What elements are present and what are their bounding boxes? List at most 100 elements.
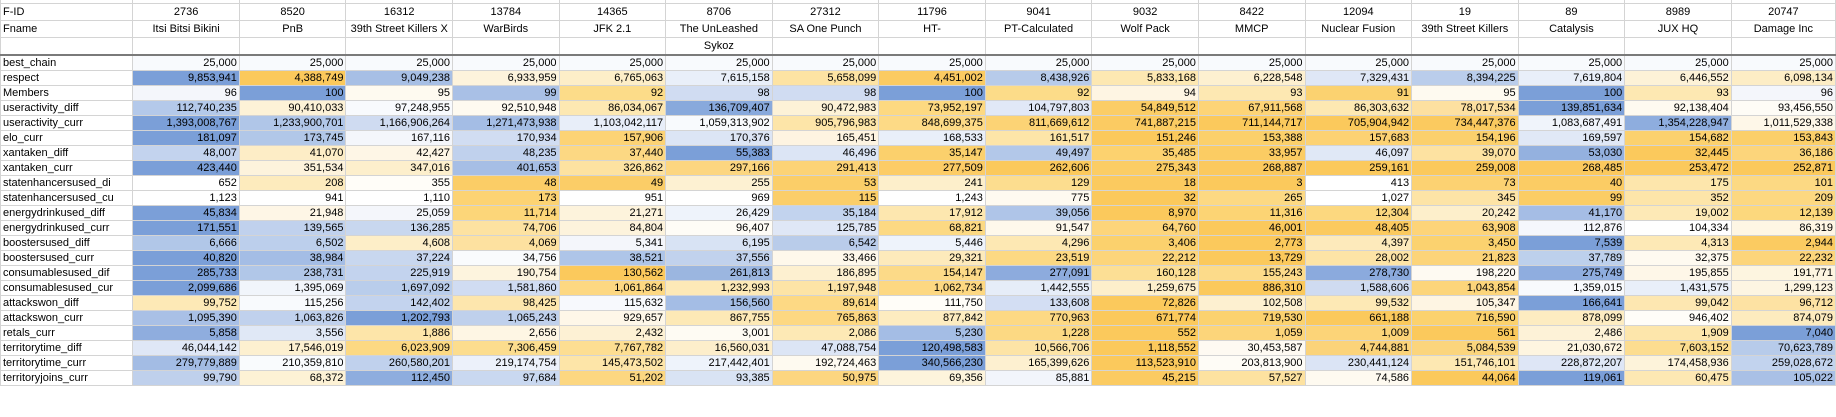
value-cell[interactable]: 5,658,099 bbox=[771, 70, 880, 86]
value-cell[interactable]: 561 bbox=[1411, 325, 1519, 341]
value-cell[interactable]: 25,000 bbox=[1411, 54, 1519, 71]
value-cell[interactable]: 241 bbox=[878, 175, 986, 191]
value-cell[interactable]: 37,789 bbox=[1517, 250, 1626, 266]
value-cell[interactable]: 4,313 bbox=[1624, 235, 1732, 251]
row-label-cell[interactable]: energydrinkused_diff bbox=[0, 205, 134, 221]
column-name-cell[interactable]: JFK 2.1 bbox=[558, 20, 667, 38]
value-cell[interactable]: 347,016 bbox=[345, 160, 453, 176]
row-label-cell[interactable]: retals_curr bbox=[0, 325, 134, 341]
column-name-cell[interactable]: JUX HQ bbox=[1624, 20, 1732, 38]
value-cell[interactable]: 57,527 bbox=[1197, 370, 1306, 386]
value-cell[interactable]: 37,556 bbox=[665, 250, 773, 266]
value-cell[interactable]: 30,453,587 bbox=[1197, 340, 1306, 356]
value-cell[interactable]: 7,329,431 bbox=[1304, 70, 1413, 86]
value-cell[interactable]: 951 bbox=[558, 190, 667, 206]
value-cell[interactable]: 946,402 bbox=[1624, 310, 1732, 326]
value-cell[interactable]: 63,908 bbox=[1411, 220, 1519, 236]
value-cell[interactable]: 167,116 bbox=[345, 130, 453, 146]
value-cell[interactable]: 7,619,804 bbox=[1517, 70, 1626, 86]
value-cell[interactable]: 46,044,142 bbox=[132, 340, 240, 356]
value-cell[interactable]: 95 bbox=[1411, 85, 1519, 101]
value-cell[interactable]: 277,091 bbox=[984, 265, 1093, 281]
value-cell[interactable]: 96 bbox=[132, 85, 240, 101]
value-cell[interactable]: 1,027 bbox=[1304, 190, 1413, 206]
value-cell[interactable]: 136,709,407 bbox=[665, 100, 773, 116]
value-cell[interactable]: 34,756 bbox=[452, 250, 560, 266]
value-cell[interactable]: 142,402 bbox=[345, 295, 453, 311]
value-cell[interactable]: 2,099,686 bbox=[132, 280, 240, 296]
value-cell[interactable]: 9,853,941 bbox=[132, 70, 240, 86]
column-name-continuation-cell[interactable] bbox=[1517, 37, 1626, 56]
value-cell[interactable]: 32,445 bbox=[1624, 145, 1732, 161]
value-cell[interactable]: 192,724,463 bbox=[771, 355, 880, 371]
value-cell[interactable]: 161,517 bbox=[984, 130, 1093, 146]
column-id-cell[interactable]: 14365 bbox=[558, 3, 667, 21]
value-cell[interactable]: 4,296 bbox=[984, 235, 1093, 251]
value-cell[interactable]: 25,000 bbox=[1517, 54, 1626, 71]
column-name-continuation-cell[interactable] bbox=[878, 37, 986, 56]
value-cell[interactable]: 98 bbox=[665, 85, 773, 101]
row-label-cell[interactable]: useractivity_diff bbox=[0, 100, 134, 116]
value-cell[interactable]: 1,065,243 bbox=[452, 310, 560, 326]
value-cell[interactable]: 49,497 bbox=[984, 145, 1093, 161]
row-label-cell[interactable]: useractivity_curr bbox=[0, 115, 134, 131]
value-cell[interactable]: 112,450 bbox=[345, 370, 453, 386]
column-name-continuation-cell[interactable] bbox=[771, 37, 880, 56]
value-cell[interactable]: 25,000 bbox=[1304, 54, 1413, 71]
value-cell[interactable]: 151,746,101 bbox=[1411, 355, 1519, 371]
value-cell[interactable]: 1,118,552 bbox=[1091, 340, 1199, 356]
value-cell[interactable]: 8,394,225 bbox=[1411, 70, 1519, 86]
value-cell[interactable]: 166,641 bbox=[1517, 295, 1626, 311]
value-cell[interactable]: 2,486 bbox=[1517, 325, 1626, 341]
value-cell[interactable]: 1,431,575 bbox=[1624, 280, 1732, 296]
value-cell[interactable]: 6,933,959 bbox=[452, 70, 560, 86]
value-cell[interactable]: 151,246 bbox=[1091, 130, 1199, 146]
value-cell[interactable]: 22,212 bbox=[1091, 250, 1199, 266]
value-cell[interactable]: 50,975 bbox=[771, 370, 880, 386]
value-cell[interactable]: 113,523,910 bbox=[1091, 355, 1199, 371]
value-cell[interactable]: 100 bbox=[1517, 85, 1626, 101]
value-cell[interactable]: 3,001 bbox=[665, 325, 773, 341]
value-cell[interactable]: 2,944 bbox=[1730, 235, 1836, 251]
value-cell[interactable]: 94 bbox=[1091, 85, 1199, 101]
value-cell[interactable]: 84,804 bbox=[558, 220, 667, 236]
value-cell[interactable]: 905,796,983 bbox=[771, 115, 880, 131]
value-cell[interactable]: 7,040 bbox=[1730, 325, 1836, 341]
value-cell[interactable]: 91,547 bbox=[984, 220, 1093, 236]
value-cell[interactable]: 291,413 bbox=[771, 160, 880, 176]
value-cell[interactable]: 125,785 bbox=[771, 220, 880, 236]
value-cell[interactable]: 1,299,123 bbox=[1730, 280, 1836, 296]
value-cell[interactable]: 157,683 bbox=[1304, 130, 1413, 146]
value-cell[interactable]: 153,388 bbox=[1197, 130, 1306, 146]
value-cell[interactable]: 1,059 bbox=[1197, 325, 1306, 341]
value-cell[interactable]: 85,881 bbox=[984, 370, 1093, 386]
value-cell[interactable]: 275,749 bbox=[1517, 265, 1626, 281]
value-cell[interactable]: 1,110 bbox=[345, 190, 453, 206]
row-label-cell[interactable]: statenhancersused_cu bbox=[0, 190, 134, 206]
value-cell[interactable]: 279,779,889 bbox=[132, 355, 240, 371]
value-cell[interactable]: 209 bbox=[1730, 190, 1836, 206]
value-cell[interactable]: 51,202 bbox=[558, 370, 667, 386]
value-cell[interactable]: 4,608 bbox=[345, 235, 453, 251]
value-cell[interactable]: 3,556 bbox=[238, 325, 347, 341]
value-cell[interactable]: 37,440 bbox=[558, 145, 667, 161]
value-cell[interactable]: 552 bbox=[1091, 325, 1199, 341]
row-label-cell[interactable]: territorytime_diff bbox=[0, 340, 134, 356]
column-name-continuation-cell[interactable] bbox=[558, 37, 667, 56]
value-cell[interactable]: 119,061 bbox=[1517, 370, 1626, 386]
column-name-cell[interactable]: MMCP bbox=[1197, 20, 1306, 38]
column-id-cell[interactable]: 27312 bbox=[771, 3, 880, 21]
column-name-cell[interactable]: WarBirds bbox=[452, 20, 560, 38]
value-cell[interactable]: 7,615,158 bbox=[665, 70, 773, 86]
value-cell[interactable]: 210,359,810 bbox=[238, 355, 347, 371]
value-cell[interactable]: 170,376 bbox=[665, 130, 773, 146]
row-label-cell[interactable]: attackswon_diff bbox=[0, 295, 134, 311]
value-cell[interactable]: 765,863 bbox=[771, 310, 880, 326]
value-cell[interactable]: 1,095,390 bbox=[132, 310, 240, 326]
value-cell[interactable]: 48,235 bbox=[452, 145, 560, 161]
value-cell[interactable]: 6,765,063 bbox=[558, 70, 667, 86]
value-cell[interactable]: 91 bbox=[1304, 85, 1413, 101]
value-cell[interactable]: 1,354,228,947 bbox=[1624, 115, 1732, 131]
column-id-cell[interactable]: 8520 bbox=[238, 3, 347, 21]
column-name-continuation-cell[interactable] bbox=[132, 37, 240, 56]
